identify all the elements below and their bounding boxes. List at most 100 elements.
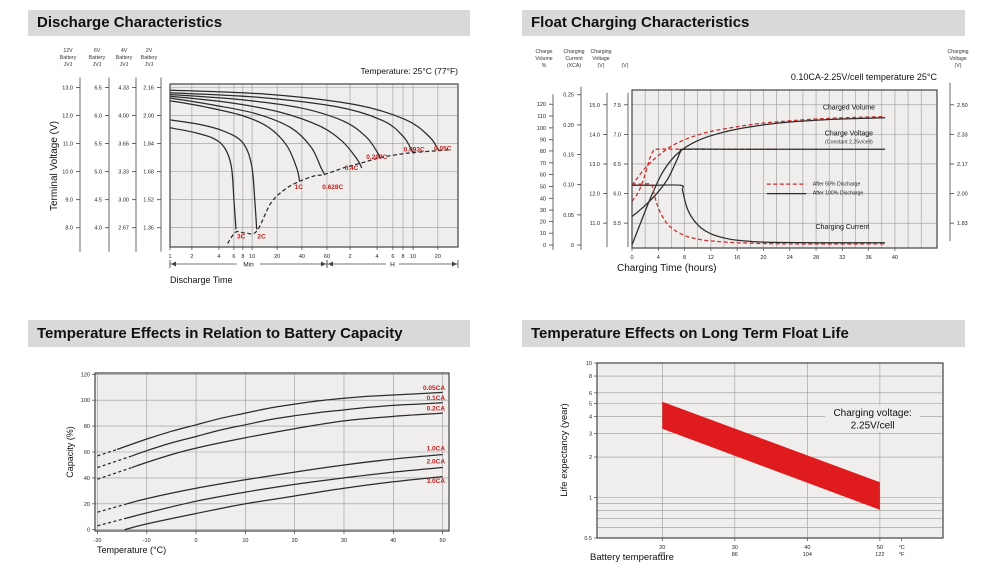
series-3.0CA [124,475,443,531]
svg-text:2: 2 [589,455,592,461]
svg-text:2.00: 2.00 [957,192,968,198]
series-charging-current-100 [632,184,886,244]
svg-text:Min: Min [243,262,254,269]
svg-text:2.17: 2.17 [957,162,968,168]
svg-text:0.2CA: 0.2CA [427,406,446,413]
series-charged-volume-50 [631,115,886,186]
svg-text:70: 70 [540,161,546,167]
svg-text:Battery: Battery [116,55,133,61]
svg-text:-10: -10 [143,538,151,544]
svg-text:(V): (V) [598,63,605,69]
svg-text:8: 8 [241,254,244,260]
svg-text:2.67: 2.67 [118,226,129,232]
svg-text:6: 6 [391,254,394,260]
svg-text:1: 1 [589,496,592,502]
svg-text:8: 8 [589,374,592,380]
svg-text:5.5: 5.5 [613,221,621,227]
svg-text:11.0: 11.0 [590,221,600,227]
svg-text:5: 5 [589,401,592,407]
series-2C [169,119,258,230]
svg-text:30: 30 [540,208,546,214]
svg-text:0.05C: 0.05C [434,146,452,153]
svg-text:4: 4 [589,415,592,421]
svg-text:4: 4 [657,255,660,261]
svg-text:2: 2 [190,254,193,260]
series-charging-current-50 [632,183,886,245]
svg-text:2.16: 2.16 [143,86,154,92]
svg-text:10.0: 10.0 [62,170,73,176]
svg-text:After 100% Discharge: After 100% Discharge [813,191,864,197]
series-charged-volume-100 [631,117,886,246]
svg-text:0: 0 [87,528,90,534]
svg-text:0.10CA-2.25V/cell temperature: 0.10CA-2.25V/cell temperature 25°C [791,72,938,82]
svg-text:4: 4 [376,254,379,260]
svg-text:2C: 2C [257,234,266,241]
svg-text:28: 28 [813,255,819,261]
svg-text:0: 0 [195,538,198,544]
temperature-capacity-chart: -20 -10 0 10 20 30 40 50 0 20 40 60 80 100 120 0.05CA 0.… [65,372,450,555]
svg-text:10: 10 [540,231,546,237]
svg-text:20: 20 [435,254,441,260]
series-1C [169,100,301,182]
section-title-float-life: Temperature Effects on Long Term Float L… [522,320,965,347]
svg-text:5.0: 5.0 [94,170,102,176]
svg-text:60: 60 [324,254,330,260]
svg-text:0.05CA: 0.05CA [423,385,445,392]
svg-text:110: 110 [537,114,546,120]
svg-text:2.25V/cell: 2.25V/cell [851,421,895,432]
svg-text:Charging Time (hours): Charging Time (hours) [617,263,716,274]
series-0.1CA [131,402,443,457]
svg-text:3.0CA: 3.0CA [427,478,446,485]
svg-text:50: 50 [877,545,883,551]
series-0.1CA-dashed [97,455,133,469]
svg-text:12.0: 12.0 [589,192,600,198]
svg-text:16: 16 [734,255,740,261]
svg-text:JVJ: JVJ [64,62,73,68]
svg-text:Volume: Volume [535,56,552,62]
svg-text:3: 3 [589,431,592,437]
svg-text:20: 20 [274,254,280,260]
svg-text:2: 2 [348,254,351,260]
svg-text:11.0: 11.0 [63,142,73,148]
series-charge-voltage-100 [631,148,886,218]
svg-text:32: 32 [839,255,845,261]
svg-text:Charged Volume: Charged Volume [823,105,875,112]
svg-text:1.68: 1.68 [143,170,154,176]
svg-text:JVJ: JVJ [120,62,129,68]
series-3C [169,127,237,230]
svg-text:Charging: Charging [563,49,584,55]
svg-text:80: 80 [84,424,90,430]
svg-text:20: 20 [540,219,546,225]
svg-text:4.5: 4.5 [94,198,102,204]
svg-text:4.33: 4.33 [118,86,129,92]
svg-text:90: 90 [540,138,546,144]
svg-text:80: 80 [540,149,546,155]
svg-text:4.00: 4.00 [118,114,129,120]
svg-text:6.5: 6.5 [613,162,621,168]
svg-text:6.0: 6.0 [613,192,621,198]
svg-text:100: 100 [537,126,546,132]
svg-text:3.00: 3.00 [118,198,129,204]
svg-text:9.0: 9.0 [65,198,73,204]
series-0.05C [169,89,440,152]
svg-text:86: 86 [732,552,738,558]
svg-text:0.5: 0.5 [584,536,592,542]
svg-text:50: 50 [440,538,446,544]
svg-text:(XCA): (XCA) [567,63,581,69]
svg-text:10: 10 [410,254,416,260]
svg-text:2V: 2V [146,48,153,54]
svg-text:0.093C: 0.093C [404,146,425,153]
svg-text:0.1CA: 0.1CA [427,395,446,402]
svg-text:120: 120 [81,372,90,378]
series-float-life-band [662,401,880,510]
svg-text:3.66: 3.66 [118,142,129,148]
svg-text:1.36: 1.36 [143,226,154,232]
svg-text:Voltage: Voltage [592,56,609,62]
svg-text:2.00: 2.00 [143,114,154,120]
float-life-chart: 206830864010450122°C°F1086543210.5Chargi… [559,361,944,563]
svg-text:8: 8 [683,255,686,261]
series-2.0CA [126,466,443,519]
svg-text:10: 10 [242,538,248,544]
svg-text:6V: 6V [94,48,101,54]
